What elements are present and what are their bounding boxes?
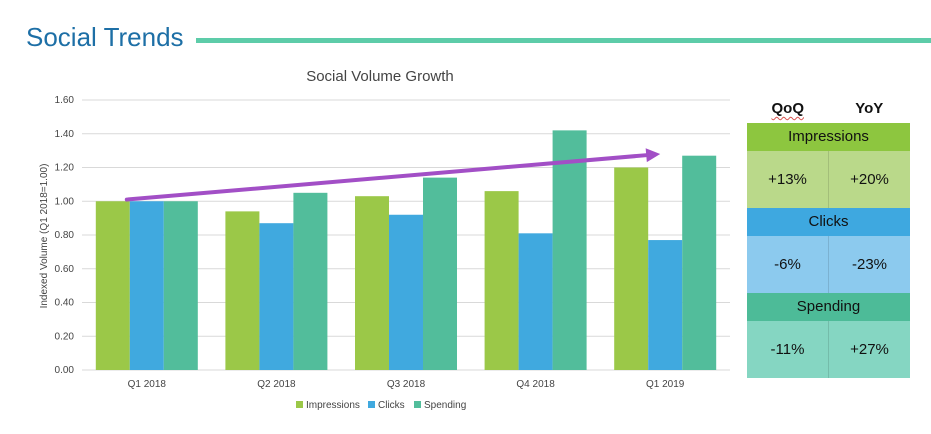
impressions-yoy: +20% [850,171,889,188]
bar-spending-q1-2019 [682,155,717,370]
metrics-table: QoQ YoY Impressions +13% +20% Clicks -6%… [747,95,910,378]
y-axis-label: Indexed Volume (Q1 2018=1.00) [39,164,50,309]
metric-clicks-label: Clicks [747,208,910,236]
bar-spending-q3-2018 [423,177,457,370]
bar-spending-q2-2018 [293,192,328,370]
x-tick-label: Q3 2018 [387,379,426,390]
metric-spending-label: Spending [747,293,910,321]
metric-clicks-values: -6% -23% [747,236,910,293]
bar-clicks-q4-2018 [518,233,553,370]
metric-impressions: Impressions +13% +20% [747,123,910,208]
bar-impressions-q1-2018 [95,201,130,370]
spending-yoy: +27% [850,341,889,358]
x-axis-ticks: Q1 2018 Q2 2018 Q3 2018 Q4 2018 Q1 2019 [128,379,685,390]
y-axis-ticks: 0.00 0.20 0.40 0.60 0.80 1.00 1.20 1.40 1.60 [55,95,75,376]
y-tick-label: 1.60 [55,95,75,106]
legend-label-impressions: Impressions [306,400,360,411]
clicks-qoq: -6% [747,236,829,293]
qoq-header: QoQ [771,100,805,117]
bar-clicks-q1-2019 [648,240,683,370]
bar-clicks-q3-2018 [389,214,423,370]
y-tick-label: 0.00 [55,365,75,376]
bar-clicks-q2-2018 [259,223,294,370]
legend-swatch-clicks [368,401,375,408]
y-tick-label: 0.80 [55,230,75,241]
bar-impressions-q3-2018 [355,196,389,370]
y-tick-label: 1.00 [55,196,75,207]
trend-arrow-line [124,153,649,202]
bar-impressions-q2-2018 [225,211,260,370]
clicks-yoy: -23% [851,256,888,273]
slide-title: Social Trends [26,22,184,52]
impressions-qoq: +13% [747,151,829,208]
chart-title: Social Volume Growth [306,68,454,85]
metrics-header: QoQ YoY [747,95,910,123]
metric-spending: Spending -11% +27% [747,293,910,378]
yoy-header: YoY [855,100,884,117]
y-tick-label: 1.40 [55,129,75,140]
bar-spending-q1-2018 [163,201,198,370]
x-tick-label: Q1 2019 [646,379,685,390]
trend-arrow [124,148,661,202]
legend-swatch-impressions [296,401,303,408]
legend-label-clicks: Clicks [378,400,405,411]
legend-label-spending: Spending [424,400,466,411]
legend-swatch-spending [414,401,421,408]
metric-impressions-label: Impressions [747,123,910,151]
x-tick-label: Q2 2018 [257,379,296,390]
legend: Impressions Clicks Spending [296,400,466,411]
x-tick-label: Q1 2018 [128,379,167,390]
metric-clicks: Clicks -6% -23% [747,208,910,293]
spending-qoq: -11% [747,321,829,378]
metric-impressions-values: +13% +20% [747,151,910,208]
bar-clicks-q1-2018 [129,201,164,370]
y-tick-label: 0.40 [55,298,75,309]
title-rule [196,38,931,43]
bar-spending-q4-2018 [552,130,587,370]
trend-arrow-head [645,148,661,163]
social-volume-chart: Social Volume Growth 0.00 0.20 0.40 0.60 0.8… [39,68,730,411]
y-tick-label: 0.20 [55,331,75,342]
bar-impressions-q4-2018 [484,191,519,370]
x-tick-label: Q4 2018 [516,379,555,390]
bars [95,130,717,370]
y-tick-label: 1.20 [55,163,75,174]
metric-spending-values: -11% +27% [747,321,910,378]
bar-impressions-q1-2019 [614,167,649,370]
y-tick-label: 0.60 [55,264,75,275]
